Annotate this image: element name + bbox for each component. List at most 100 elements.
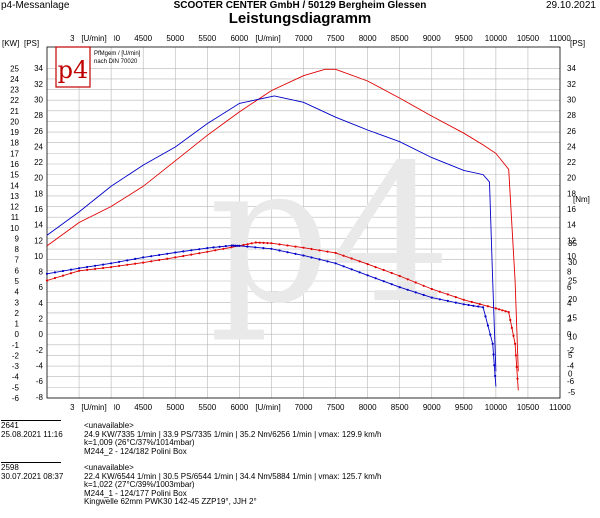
ps-tick-left: 14 xyxy=(34,221,43,230)
watermark-text: p4 xyxy=(209,124,452,345)
series-2641-torque-point xyxy=(158,258,161,262)
series-2598-torque-point xyxy=(491,342,494,345)
series-2598-torque-point xyxy=(224,245,227,248)
ps-axis-label-right: [PS] xyxy=(570,39,585,48)
series-2598-torque-point xyxy=(212,246,215,249)
series-2598-torque-point xyxy=(218,245,221,248)
run-2-info: 2598 <unavailable> 30.07.2021 08:37 22.4 K… xyxy=(0,463,600,507)
series-2641-torque-point xyxy=(262,241,265,244)
ps-tick-right: 26 xyxy=(567,127,576,136)
x-tick-bottom: 9500 xyxy=(455,403,473,412)
series-2641-torque-point xyxy=(478,303,481,306)
x-tick-top: 10000 xyxy=(485,34,508,43)
ps-tick-right: 28 xyxy=(567,111,576,120)
kw-tick: 17 xyxy=(10,149,19,158)
x-unit-bg-bottom xyxy=(248,402,288,412)
kw-tick: -4 xyxy=(12,373,20,382)
kw-tick: 22 xyxy=(10,96,19,105)
ps-axis-label-left: [PS] xyxy=(24,39,39,48)
series-2598-torque-point xyxy=(489,333,492,336)
series-2641-torque-point xyxy=(222,247,225,250)
series-2598-torque-point xyxy=(118,260,121,263)
series-2598-torque-point xyxy=(326,260,329,263)
run-2-line-1: <unavailable> xyxy=(84,463,134,472)
series-2641-torque-point xyxy=(504,310,507,313)
nm-tick: 30 xyxy=(568,258,577,267)
series-2598-torque-point xyxy=(492,353,495,356)
x-axis-label-bottom: [U/min] xyxy=(255,403,280,412)
x-axis-label-top: [U/min] xyxy=(81,34,106,43)
series-2598-torque-point xyxy=(94,264,97,267)
series-2598-torque-point xyxy=(493,364,496,367)
kw-tick: -5 xyxy=(12,383,20,392)
series-2641-torque-point xyxy=(110,266,113,269)
series-2598-torque-point xyxy=(174,251,177,254)
x-tick-top: 5500 xyxy=(198,34,216,43)
nm-tick: 0 xyxy=(568,370,573,379)
series-2598-torque-point xyxy=(61,269,65,273)
series-2598-torque-point xyxy=(358,271,361,274)
series-2641-torque-point xyxy=(102,266,105,270)
ps-tick-right: 32 xyxy=(567,80,576,89)
series-2598-torque-point xyxy=(366,274,369,277)
series-2641-torque-point xyxy=(278,243,281,246)
run-1-line-2: 24.9 KW/7335 1/min | 33.9 PS/7335 1/min … xyxy=(84,429,382,439)
ps-tick-left: 22 xyxy=(34,158,43,167)
run-2-line-5: Kingwelle 62mm PWK30 142-45 ZZP19°, JJH … xyxy=(84,497,257,507)
series-2598-torque-point xyxy=(182,250,185,253)
x-tick-bottom: 9000 xyxy=(423,403,441,412)
kw-tick: 3 xyxy=(15,298,20,307)
series-2641-torque-point xyxy=(516,377,519,380)
series-2641-torque-point xyxy=(406,278,409,281)
run-1-id: 2641 xyxy=(1,421,19,430)
series-2598-torque-point xyxy=(302,254,305,257)
series-2598-torque-point xyxy=(158,253,161,257)
series-2641-torque-point xyxy=(430,287,433,291)
ps-tick-right: 10 xyxy=(567,252,576,261)
kw-tick: 19 xyxy=(10,128,19,137)
kw-tick: -2 xyxy=(12,351,20,360)
series-2641-torque-point xyxy=(512,334,515,337)
series-2641-torque-point xyxy=(366,263,369,266)
series-2641-torque-point xyxy=(501,309,504,312)
series-2598-torque-point xyxy=(232,244,235,247)
run-1-separator xyxy=(1,420,61,421)
series-2641-torque-point xyxy=(61,274,65,277)
kw-tick: -3 xyxy=(12,362,20,371)
p4-logo: p4 PfMgem / [U/min] nach DIN 70020 xyxy=(55,46,141,88)
x-tick-top: 5000 xyxy=(166,34,184,43)
run-1-info: 2641 <unavailable> 25.08.2021 11:16 24.9 K… xyxy=(0,421,600,456)
ps-tick-left: 32 xyxy=(34,80,43,89)
series-2598-torque-point xyxy=(374,277,377,280)
series-2641-torque-point xyxy=(342,254,345,257)
ps-tick-left: 12 xyxy=(34,236,43,245)
ps-tick-left: 28 xyxy=(34,111,43,120)
series-2641-torque-point xyxy=(190,253,193,256)
series-2598-torque-point xyxy=(69,268,73,271)
ps-tick-right: 8 xyxy=(567,268,572,277)
series-2641-torque-point xyxy=(206,250,209,253)
series-2641-torque-point xyxy=(462,298,465,301)
series-2598-torque-point xyxy=(198,248,201,251)
series-2641-torque-point xyxy=(390,271,393,275)
run-2-id: 2598 xyxy=(1,463,19,472)
kw-tick: 8 xyxy=(15,245,20,254)
series-2598-torque-point xyxy=(238,244,241,247)
series-2598-torque-point xyxy=(430,296,433,299)
series-2598-torque-point xyxy=(467,303,470,307)
chart-title: Leistungsdiagramm xyxy=(228,10,372,27)
series-2598-torque-point xyxy=(126,259,129,262)
series-2641-torque-point xyxy=(86,268,89,271)
ps-tick-left: 18 xyxy=(34,189,43,198)
series-2641-torque-point xyxy=(470,300,473,304)
ps-tick-right: 14 xyxy=(567,221,576,230)
run-2-line-2: 22.4 KW/6544 1/min | 30.5 PS/6544 1/min … xyxy=(84,471,382,481)
series-2641-torque-point xyxy=(302,246,305,249)
ps-tick-left: 16 xyxy=(34,205,43,214)
series-2641-torque-point xyxy=(78,269,81,272)
x-axis-label-top: [U/min] xyxy=(255,34,280,43)
series-2598-torque-point xyxy=(472,304,475,307)
series-2598-torque-point xyxy=(234,244,237,247)
nm-tick: 5 xyxy=(568,351,573,360)
series-2598-torque-point xyxy=(278,249,281,252)
